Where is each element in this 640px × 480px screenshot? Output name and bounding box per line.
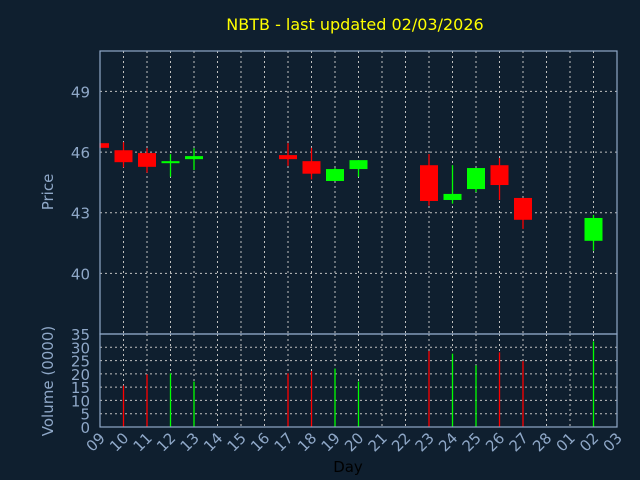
volume-tick-label: 30 bbox=[71, 339, 90, 357]
x-tick-label: 13 bbox=[177, 429, 203, 455]
x-tick-label: 26 bbox=[482, 429, 508, 455]
candle-body bbox=[443, 193, 462, 200]
volume-axis-label: Volume (0000) bbox=[39, 326, 57, 436]
candle-body bbox=[138, 153, 156, 167]
candle-body bbox=[420, 165, 438, 201]
x-tick-label: 24 bbox=[435, 429, 461, 455]
x-tick-label: 03 bbox=[600, 429, 626, 455]
volume-tick-label: 15 bbox=[71, 379, 90, 397]
price-tick-label: 43 bbox=[71, 205, 90, 223]
price-tick-label: 46 bbox=[71, 144, 90, 162]
x-tick-label: 19 bbox=[318, 429, 344, 455]
x-tick-label: 25 bbox=[459, 429, 485, 455]
x-tick-label: 18 bbox=[294, 429, 320, 455]
x-tick-label: 10 bbox=[106, 429, 132, 455]
volume-plot-frame bbox=[99, 333, 618, 428]
x-tick-label: 28 bbox=[529, 429, 555, 455]
candle-body bbox=[467, 168, 485, 190]
price-tick-label: 49 bbox=[71, 83, 90, 101]
x-tick-label: 15 bbox=[224, 429, 250, 455]
x-tick-label: 01 bbox=[553, 429, 579, 455]
candle-body bbox=[302, 161, 321, 174]
x-tick-label: 12 bbox=[153, 429, 179, 455]
volume-tick-label: 0 bbox=[80, 419, 90, 437]
x-tick-label: 21 bbox=[365, 429, 391, 455]
x-tick-label: 23 bbox=[412, 429, 438, 455]
x-tick-label: 20 bbox=[341, 429, 367, 455]
candle-body bbox=[100, 143, 109, 148]
x-axis-label: Day bbox=[333, 458, 363, 476]
price-axis-label: Price bbox=[39, 174, 57, 211]
volume-tick-label: 35 bbox=[71, 326, 90, 344]
x-tick-label: 16 bbox=[247, 429, 273, 455]
x-tick-label: 17 bbox=[271, 429, 297, 455]
x-tick-label: 14 bbox=[200, 429, 226, 455]
volume-tick-label: 25 bbox=[71, 353, 90, 371]
volume-tick-label: 20 bbox=[71, 366, 90, 384]
x-tick-label: 02 bbox=[576, 429, 602, 455]
chart-title: NBTB - last updated 02/03/2026 bbox=[226, 15, 483, 34]
volume-tick-label: 5 bbox=[80, 406, 90, 424]
candle-body bbox=[490, 165, 509, 186]
volume-tick-label: 10 bbox=[71, 392, 90, 410]
price-tick-label: 40 bbox=[71, 265, 90, 283]
x-tick-label: 27 bbox=[506, 429, 532, 455]
candle-body bbox=[514, 197, 532, 220]
candle-body bbox=[326, 169, 344, 181]
candle-body bbox=[161, 161, 180, 164]
candle-body bbox=[584, 217, 603, 241]
candle-body bbox=[279, 155, 297, 160]
x-tick-label: 22 bbox=[388, 429, 414, 455]
x-tick-label: 11 bbox=[130, 429, 156, 455]
candle-body bbox=[349, 160, 368, 170]
candle-body bbox=[114, 150, 133, 163]
candle-body bbox=[185, 156, 203, 160]
